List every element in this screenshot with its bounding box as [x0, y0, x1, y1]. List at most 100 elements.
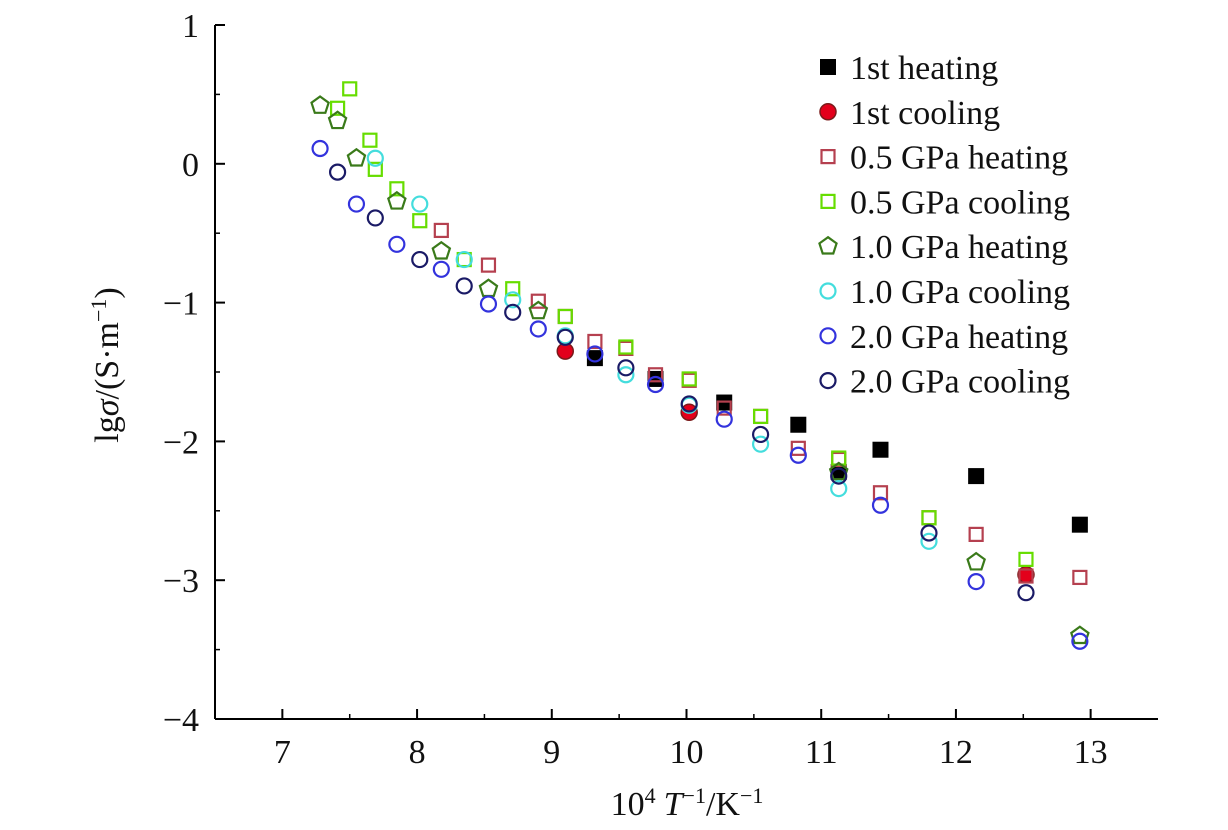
data-point — [752, 408, 769, 425]
data-point — [921, 510, 937, 526]
data-point — [872, 485, 889, 501]
data-point — [618, 339, 634, 355]
x-tick-label: 7 — [274, 734, 291, 771]
data-point — [1018, 568, 1034, 584]
x-axis-title-exp: 4 — [645, 783, 656, 808]
data-point — [646, 375, 665, 394]
legend-label: 2.0 GPa cooling — [850, 364, 1070, 401]
legend-label: 0.5 GPa heating — [850, 140, 1068, 177]
data-point — [411, 195, 429, 213]
legend-label: 2.0 GPa heating — [850, 319, 1068, 356]
data-point — [388, 235, 406, 253]
data-point — [921, 510, 937, 526]
data-points — [310, 81, 1090, 650]
data-point — [455, 277, 473, 295]
series-5 — [310, 95, 1090, 645]
data-point — [790, 416, 807, 433]
data-point — [432, 260, 450, 278]
legend-label: 1st cooling — [850, 95, 1000, 132]
legend-marker — [820, 149, 836, 165]
legend-label: 1st heating — [850, 50, 998, 87]
y-tick-label: 0 — [182, 147, 199, 184]
data-point — [1071, 516, 1088, 533]
data-point — [647, 367, 664, 383]
legend-marker — [819, 282, 837, 300]
data-point — [871, 496, 890, 514]
data-point — [1018, 551, 1034, 567]
data-point — [790, 440, 806, 456]
data-point — [617, 359, 635, 377]
x-axis-title-symbol-exp: −1 — [683, 783, 706, 808]
data-point — [752, 408, 769, 425]
data-point — [1017, 584, 1035, 602]
series-2 — [556, 342, 1035, 584]
data-point — [1072, 569, 1088, 586]
legend-label: 1.0 GPa cooling — [850, 274, 1070, 311]
data-point — [479, 295, 498, 313]
x-tick-label: 8 — [409, 734, 426, 771]
legend-label: 0.5 GPa cooling — [850, 184, 1070, 221]
data-point — [327, 110, 348, 130]
data-point — [367, 161, 383, 177]
data-point — [530, 293, 546, 309]
data-point — [966, 551, 986, 571]
y-axis-title-unit: /(S·m — [89, 322, 126, 399]
data-point — [478, 278, 499, 298]
data-point — [329, 100, 346, 116]
data-point — [557, 308, 573, 325]
y-axis-title-pre: lg — [89, 416, 126, 442]
data-point — [310, 95, 330, 114]
x-axis-title-unit: /K — [706, 786, 740, 823]
data-point — [828, 461, 849, 481]
data-point — [366, 149, 384, 167]
y-tick-label: −4 — [163, 702, 199, 739]
data-point — [751, 425, 770, 444]
data-point — [387, 190, 407, 210]
data-point — [311, 139, 329, 158]
series-8 — [328, 163, 1035, 602]
legend-marker — [819, 372, 837, 390]
data-point — [830, 479, 848, 498]
data-point — [389, 181, 405, 197]
data-point — [789, 446, 807, 464]
data-point — [1070, 625, 1090, 645]
legend-label: 1.0 GPa heating — [850, 229, 1068, 266]
data-point — [347, 195, 366, 213]
data-point — [751, 435, 770, 453]
data-point — [556, 328, 574, 346]
legend-entry: 1.0 GPa heating — [818, 229, 1068, 266]
data-point — [680, 395, 698, 413]
data-point — [968, 526, 984, 542]
data-point — [617, 366, 635, 384]
data-point — [872, 441, 889, 458]
legend-entry: 0.5 GPa cooling — [820, 184, 1070, 221]
data-point — [346, 147, 367, 167]
data-point — [412, 213, 428, 229]
data-point — [920, 524, 938, 542]
data-point — [831, 450, 847, 466]
y-tick-label: −3 — [163, 563, 199, 600]
data-point — [342, 81, 358, 97]
y-axis-title-close: ) — [89, 287, 126, 298]
data-point — [587, 333, 603, 350]
legend-marker — [819, 327, 837, 345]
data-point — [504, 291, 522, 309]
data-point — [433, 222, 449, 239]
series-7 — [311, 139, 1089, 650]
data-point — [505, 281, 521, 297]
legend-marker — [820, 59, 836, 75]
data-point — [830, 467, 848, 485]
x-axis-title-symbol: T — [664, 786, 685, 823]
data-point — [968, 468, 985, 485]
x-tick-label: 12 — [939, 734, 973, 771]
y-axis-title: lgσ/(S·m−1) — [86, 287, 126, 442]
data-point — [716, 400, 732, 416]
data-point — [328, 163, 347, 181]
data-point — [529, 320, 547, 338]
data-point — [411, 250, 429, 269]
data-point — [528, 300, 549, 320]
data-point — [455, 250, 473, 269]
